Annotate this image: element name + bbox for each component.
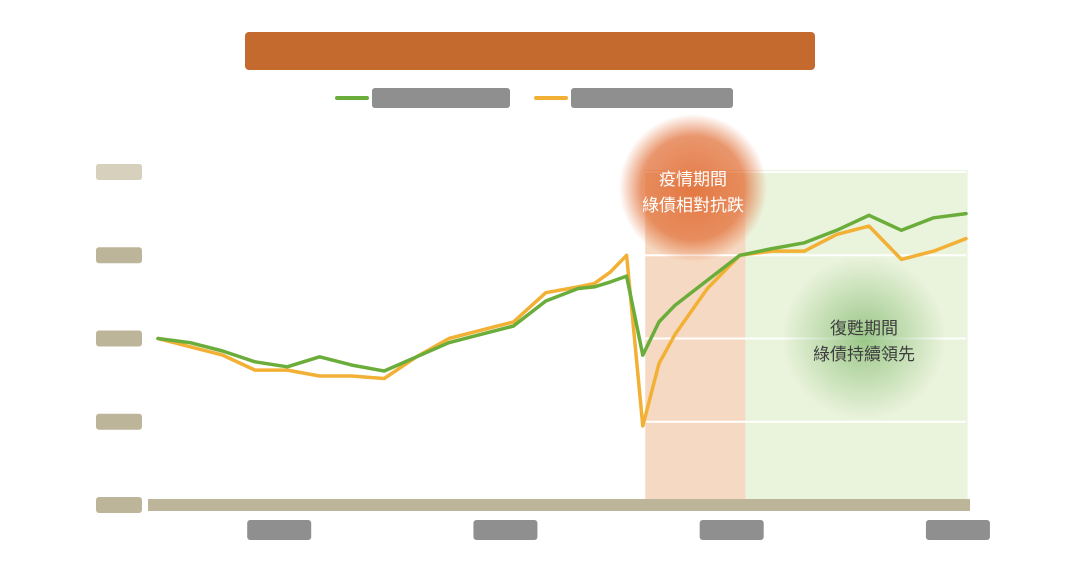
recovery-callout: 復甦期間 綠債持續領先 [785, 316, 943, 368]
recovery-callout-line1: 復甦期間 [830, 319, 898, 339]
covid-callout: 疫情期間 綠債相對抗跌 [614, 167, 772, 219]
covid-bubble [619, 114, 767, 262]
series-line-1 [156, 224, 968, 428]
covid-callout-line1: 疫情期間 [659, 170, 727, 190]
y-tick-label-1 [96, 413, 142, 430]
x-tick-label-1 [473, 520, 538, 540]
y-tick-label-0 [96, 497, 142, 513]
series-line-0 [156, 211, 968, 373]
y-tick-label-3 [96, 247, 142, 264]
legend-yellow-label [571, 88, 733, 108]
legend-green-label [372, 88, 510, 108]
x-tick-label-0 [247, 520, 312, 540]
x-tick-label-3 [925, 520, 990, 540]
legend-green-line [335, 96, 369, 100]
chart-title-block [245, 32, 815, 70]
x-tick-label-2 [699, 520, 764, 540]
y-tick-label-2 [96, 330, 142, 347]
covid-callout-line2: 綠債相對抗跌 [642, 196, 744, 216]
y-tick-label-top [96, 164, 142, 180]
recovery-callout-line2: 綠債持續領先 [813, 345, 915, 365]
recovery-bubble [782, 256, 946, 420]
legend-yellow-line [534, 96, 568, 100]
